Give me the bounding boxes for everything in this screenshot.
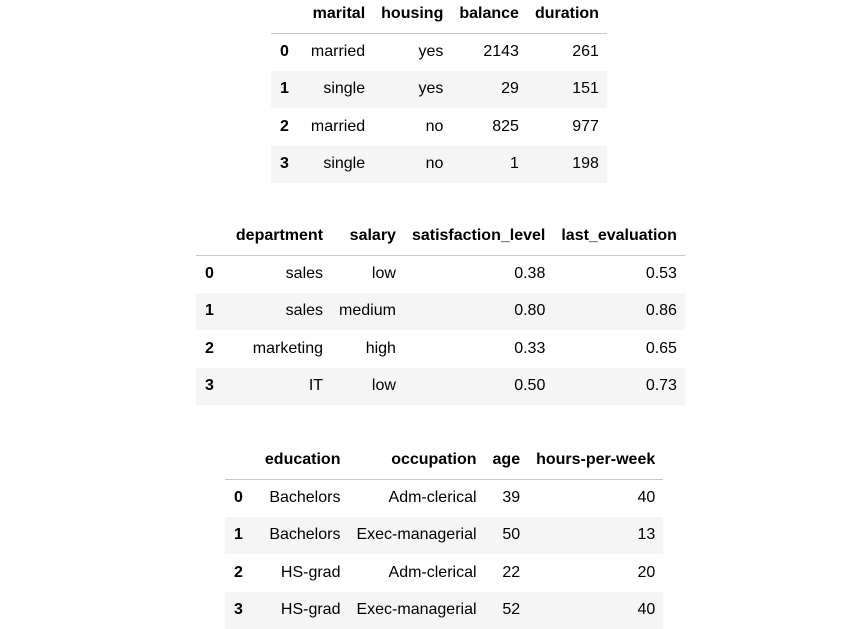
cell-occupation: Exec-managerial — [356, 601, 477, 619]
row-index: 3 — [205, 377, 214, 395]
row-index: 0 — [205, 265, 214, 282]
cell-satisfaction-level: 0.33 — [514, 339, 546, 357]
row-index: 2 — [280, 117, 289, 135]
cell-last-evaluation: 0.86 — [645, 302, 677, 320]
column-header-age: age — [484, 447, 529, 480]
cell-salary: high — [365, 339, 396, 357]
cell-balance: 825 — [492, 117, 519, 135]
cell-education: Bachelors — [269, 526, 341, 544]
table-row: 0 sales low 0.38 0.53 — [196, 255, 685, 293]
cell-department: IT — [308, 377, 324, 395]
table-row: 0 married yes 2143 261 — [271, 33, 607, 71]
cell-occupation: Adm-clerical — [388, 489, 477, 506]
cell-duration: 261 — [572, 43, 599, 60]
cell-marital: single — [323, 155, 366, 173]
cell-hours-per-week: 13 — [637, 526, 656, 544]
row-index: 0 — [280, 43, 289, 60]
cell-duration: 151 — [572, 80, 599, 98]
row-index: 3 — [280, 155, 289, 173]
column-header-education: education — [256, 447, 349, 480]
table-header: marital housing balance duration — [271, 1, 607, 34]
index-header — [225, 447, 257, 480]
row-index: 0 — [234, 489, 243, 506]
column-header-department: department — [227, 223, 332, 256]
cell-balance: 2143 — [483, 43, 519, 60]
cell-age: 39 — [502, 489, 521, 506]
cell-age: 52 — [502, 601, 521, 619]
table-row: 1 Bachelors Exec-managerial 50 13 — [225, 516, 664, 554]
cell-hours-per-week: 40 — [637, 489, 656, 506]
row-index: 1 — [234, 526, 243, 544]
cell-education: Bachelors — [269, 489, 341, 506]
dataframe-table-census: education occupation age hours-per-week … — [225, 447, 664, 629]
row-index: 2 — [234, 563, 243, 581]
header-row: marital housing balance duration — [271, 1, 607, 34]
cell-occupation: Adm-clerical — [388, 563, 477, 581]
cell-satisfaction-level: 0.38 — [514, 265, 546, 282]
cell-department: marketing — [252, 339, 324, 357]
header-row: department salary satisfaction_level las… — [196, 223, 685, 256]
table-body: 0 Bachelors Adm-clerical 39 40 1 Bachelo… — [225, 479, 664, 629]
cell-housing: yes — [418, 43, 444, 60]
table-header: education occupation age hours-per-week — [225, 447, 664, 480]
cell-age: 22 — [502, 563, 521, 581]
cell-hours-per-week: 40 — [637, 601, 656, 619]
cell-housing: yes — [418, 80, 444, 98]
cell-department: sales — [285, 265, 324, 282]
cell-balance: 1 — [510, 155, 519, 173]
cell-occupation: Exec-managerial — [356, 526, 477, 544]
cell-last-evaluation: 0.73 — [645, 377, 677, 395]
column-header-hours-per-week: hours-per-week — [528, 447, 664, 480]
cell-duration: 977 — [572, 117, 599, 135]
table-row: 0 Bachelors Adm-clerical 39 40 — [225, 479, 664, 517]
table-row: 2 HS-grad Adm-clerical 22 20 — [225, 554, 664, 592]
table-row: 3 single no 1 198 — [271, 145, 607, 183]
cell-balance: 29 — [501, 80, 519, 98]
table-body: 0 married yes 2143 261 1 single yes 29 1… — [271, 33, 607, 183]
cell-marital: married — [310, 43, 366, 60]
index-header — [196, 223, 228, 256]
row-index: 3 — [234, 601, 243, 619]
row-index: 2 — [205, 339, 214, 357]
cell-salary: medium — [339, 302, 396, 320]
table-row: 3 HS-grad Exec-managerial 52 40 — [225, 591, 664, 629]
table-body: 0 sales low 0.38 0.53 1 sales medium 0.8… — [196, 255, 685, 405]
cell-housing: no — [425, 155, 444, 173]
dataframe-table-hr: department salary satisfaction_level las… — [196, 223, 685, 405]
cell-duration: 198 — [572, 155, 599, 173]
column-header-duration: duration — [526, 1, 607, 34]
row-index: 1 — [205, 302, 214, 320]
column-header-balance: balance — [451, 1, 527, 34]
row-index: 1 — [280, 80, 289, 98]
table-row: 1 sales medium 0.80 0.86 — [196, 292, 685, 330]
column-header-salary: salary — [331, 223, 404, 256]
column-header-last-evaluation: last_evaluation — [553, 223, 685, 256]
column-header-occupation: occupation — [348, 447, 485, 480]
cell-last-evaluation: 0.53 — [645, 265, 677, 282]
cell-last-evaluation: 0.65 — [645, 339, 677, 357]
cell-marital: single — [323, 80, 366, 98]
column-header-satisfaction-level: satisfaction_level — [403, 223, 554, 256]
cell-salary: low — [371, 377, 396, 395]
cell-age: 50 — [502, 526, 521, 544]
index-header — [271, 1, 303, 34]
cell-satisfaction-level: 0.50 — [514, 377, 546, 395]
cell-salary: low — [371, 265, 396, 282]
column-header-marital: marital — [302, 1, 374, 34]
cell-marital: married — [310, 117, 366, 135]
table-row: 3 IT low 0.50 0.73 — [196, 367, 685, 405]
header-row: education occupation age hours-per-week — [225, 447, 664, 480]
cell-satisfaction-level: 0.80 — [514, 302, 546, 320]
table-row: 1 single yes 29 151 — [271, 70, 607, 108]
cell-housing: no — [425, 117, 444, 135]
table-row: 2 marketing high 0.33 0.65 — [196, 330, 685, 368]
cell-education: HS-grad — [280, 601, 341, 619]
column-header-housing: housing — [373, 1, 452, 34]
cell-department: sales — [285, 302, 324, 320]
table-header: department salary satisfaction_level las… — [196, 223, 685, 256]
dataframe-table-bank: marital housing balance duration 0 marri… — [271, 1, 607, 183]
cell-hours-per-week: 20 — [637, 563, 656, 581]
cell-education: HS-grad — [280, 563, 341, 581]
table-row: 2 married no 825 977 — [271, 108, 607, 146]
